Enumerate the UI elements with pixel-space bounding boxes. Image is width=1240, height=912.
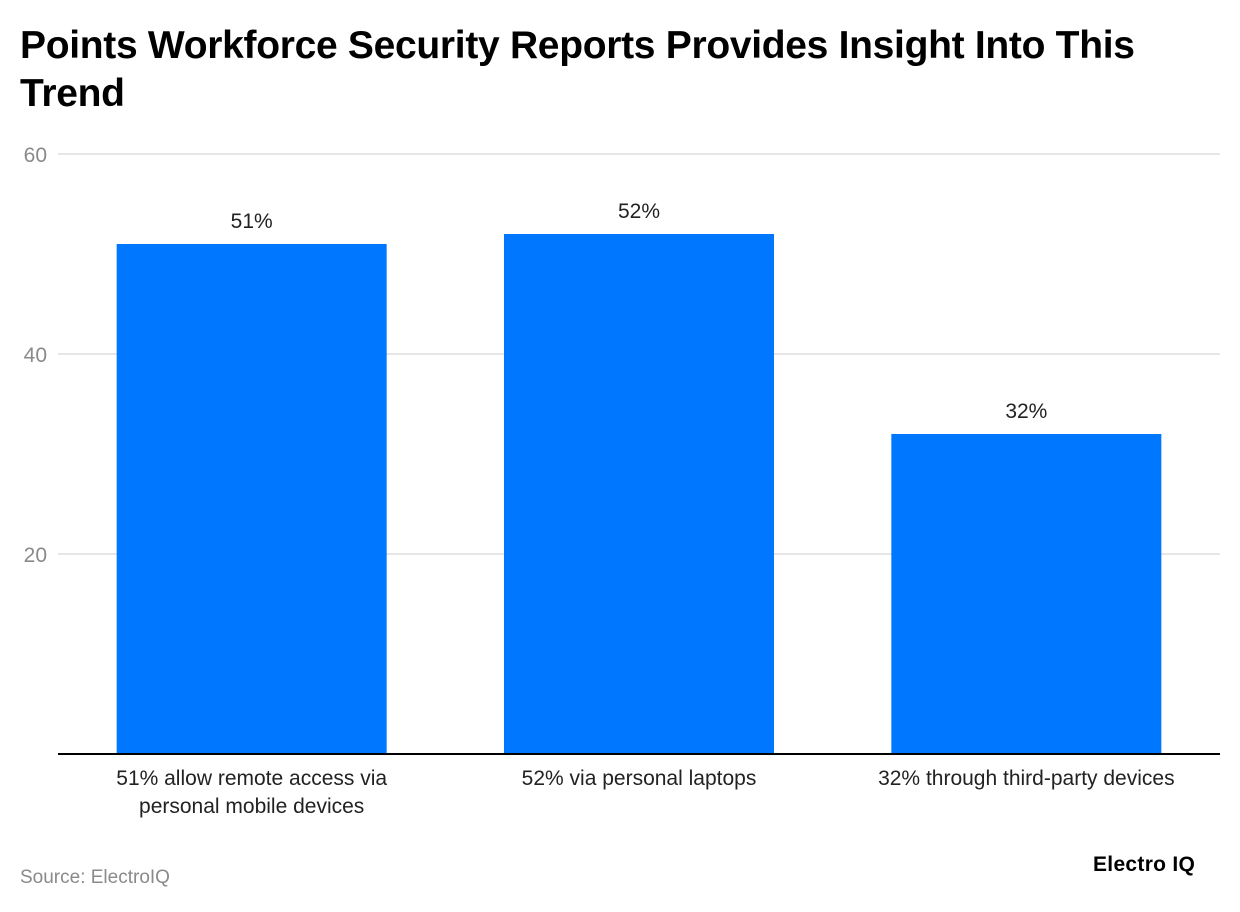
y-tick-label: 20	[24, 544, 47, 567]
bar	[891, 434, 1162, 754]
x-tick-label: personal mobile devices	[139, 795, 364, 818]
y-tick-label: 40	[24, 344, 47, 367]
x-tick-label: 32% through third-party devices	[878, 767, 1175, 790]
x-tick-label: 51% allow remote access via	[116, 767, 387, 790]
x-tick-label: 52% via personal laptops	[522, 767, 757, 790]
source-note: Source: ElectroIQ	[20, 867, 170, 888]
bar	[504, 234, 774, 754]
data-label: 51%	[231, 210, 273, 233]
data-label: 52%	[618, 200, 660, 223]
bar	[116, 244, 387, 754]
y-tick-label: 60	[24, 144, 47, 167]
electroiq-logo: Electro IQ	[1093, 853, 1196, 876]
chart-title: Points Workforce Security Reports Provid…	[20, 24, 1135, 115]
data-label: 32%	[1005, 400, 1047, 423]
